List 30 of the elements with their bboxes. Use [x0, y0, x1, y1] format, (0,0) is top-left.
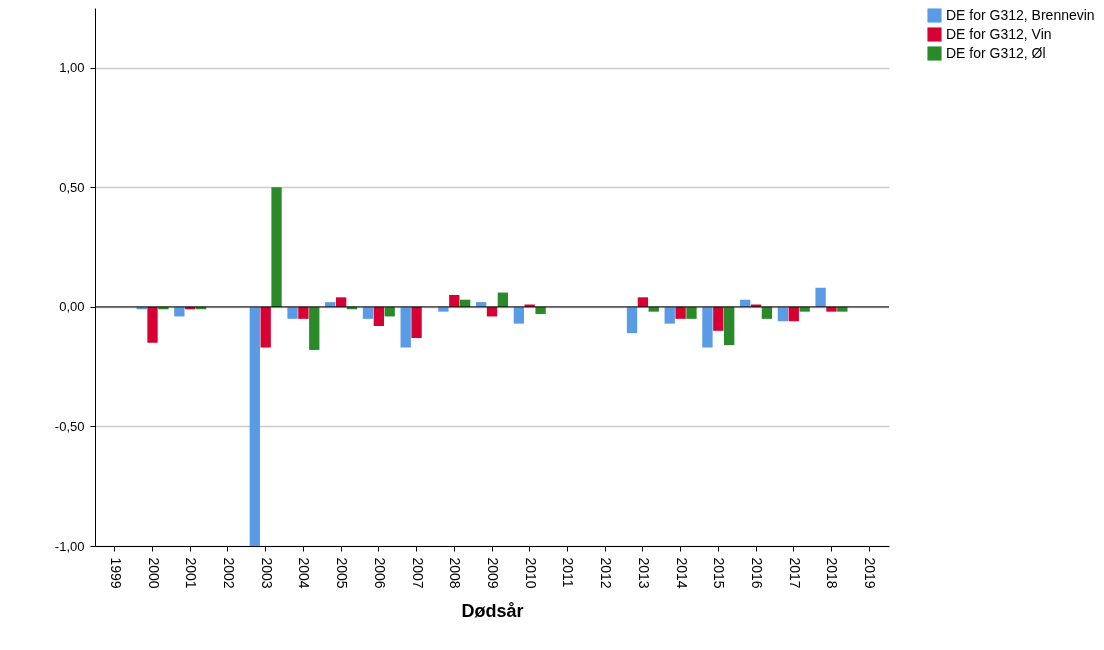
x-tick-label: 2014	[673, 557, 690, 589]
x-tick-label: 2010	[522, 557, 539, 589]
x-tick-label: 2009	[485, 557, 501, 589]
y-tick-label: -0,50	[54, 418, 85, 434]
x-tick-label: 1999	[107, 557, 124, 589]
x-tick-label: 2007	[409, 557, 426, 589]
x-tick-label: 2011	[560, 557, 577, 588]
y-tick-label: 0,00	[59, 299, 85, 315]
x-tick-label: 2006	[371, 557, 388, 589]
x-tick-label: 2003	[258, 557, 275, 589]
x-axis-title: Dødsår	[461, 600, 524, 621]
x-tick-label: 2012	[598, 557, 615, 589]
x-tick-label: 2015	[711, 557, 728, 589]
x-tick-label: 2013	[635, 557, 652, 589]
x-tick-label: 2008	[447, 557, 464, 589]
x-tick-label: 2001	[183, 557, 200, 589]
x-tick-label: 2000	[145, 557, 162, 589]
legend-label: DE for G312, Vin	[946, 25, 1052, 42]
x-tick-label: 2004	[296, 557, 313, 589]
y-tick-label: 1,00	[59, 60, 85, 76]
x-tick-label: 2002	[220, 557, 237, 589]
x-tick-label: 2017	[786, 557, 803, 589]
y-tick-label: -1,00	[54, 538, 85, 554]
x-tick-label: 2016	[749, 557, 766, 589]
y-tick-label: 0,50	[59, 179, 85, 195]
x-tick-label: 2005	[334, 557, 351, 589]
x-tick-label: 2019	[862, 557, 879, 589]
legend-label: DE for G312, Brennevin	[946, 6, 1095, 23]
x-tick-label: 2018	[824, 557, 841, 589]
legend-label: DE for G312, Øl	[946, 44, 1046, 61]
